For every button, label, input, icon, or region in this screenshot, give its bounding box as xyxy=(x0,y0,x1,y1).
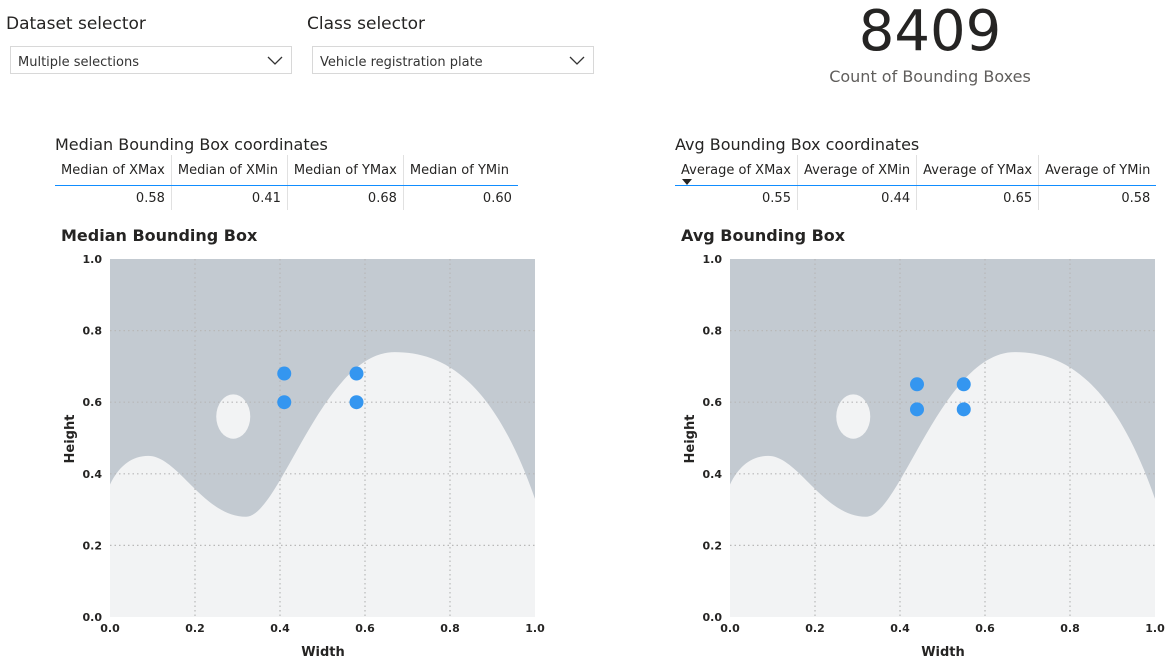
x-tick-label: 0.6 xyxy=(975,622,995,635)
data-point[interactable] xyxy=(349,366,364,381)
avg-ymax-header[interactable]: Average of YMax xyxy=(916,155,1039,186)
avg-chart-title: Avg Bounding Box xyxy=(681,226,846,245)
median-xmax-header[interactable]: Median of XMax xyxy=(55,155,172,186)
bounding-box-count-value: 8409 xyxy=(858,0,1002,64)
x-axis-label: Width xyxy=(301,645,345,660)
avg-xmax-header-label: Average of XMax xyxy=(681,162,791,178)
data-point[interactable] xyxy=(910,402,924,417)
chevron-down-icon xyxy=(569,56,585,65)
class-selector-dropdown[interactable]: Vehicle registration plate xyxy=(312,46,594,74)
avg-xmin-header[interactable]: Average of XMin xyxy=(796,155,917,186)
median-chart-title: Median Bounding Box xyxy=(61,226,258,245)
x-tick-label: 0.2 xyxy=(185,622,205,635)
y-tick-label: 0.6 xyxy=(83,396,103,409)
x-tick-label: 1.0 xyxy=(525,622,545,635)
avg-xmax-value: 0.55 xyxy=(762,190,791,206)
data-point[interactable] xyxy=(277,366,292,381)
y-tick-label: 0.0 xyxy=(83,611,103,624)
x-tick-label: 1.0 xyxy=(1145,622,1165,635)
avg-ymin-value: 0.58 xyxy=(1038,185,1157,210)
avg-ymin-header[interactable]: Average of YMin xyxy=(1038,155,1157,186)
y-tick-label: 0.6 xyxy=(703,396,723,409)
class-selector-title: Class selector xyxy=(307,14,426,34)
avg-coordinates-table: Average of XMax Average of XMin Average … xyxy=(675,155,1157,210)
dataset-selector-title: Dataset selector xyxy=(6,14,146,34)
avg-ymax-value: 0.65 xyxy=(916,185,1039,210)
y-tick-label: 0.8 xyxy=(83,325,103,338)
table-header-row: Average of XMax Average of XMin Average … xyxy=(675,155,1157,186)
x-tick-label: 0.4 xyxy=(890,622,910,635)
avg-xmin-value: 0.44 xyxy=(796,185,917,210)
data-point[interactable] xyxy=(956,402,971,417)
y-tick-label: 0.2 xyxy=(703,539,723,552)
median-xmin-value: 0.41 xyxy=(170,185,288,210)
dataset-selector-value: Multiple selections xyxy=(18,55,139,70)
y-tick-label: 0.2 xyxy=(83,539,103,552)
bounding-box-count-label: Count of Bounding Boxes xyxy=(829,67,1031,86)
table-row: 0.55 0.44 0.65 0.58 xyxy=(675,185,1157,210)
y-axis-label: Height xyxy=(63,415,78,464)
table-header-row: Median of XMax Median of XMin Median of … xyxy=(55,155,518,186)
median-xmin-header[interactable]: Median of XMin xyxy=(170,155,288,186)
class-selector-value: Vehicle registration plate xyxy=(320,55,483,70)
background-image-shape xyxy=(216,394,251,439)
x-tick-label: 0.6 xyxy=(355,622,375,635)
background-image-shape xyxy=(836,394,871,439)
x-axis-label: Width xyxy=(921,645,965,660)
avg-table-title: Avg Bounding Box coordinates xyxy=(675,135,920,154)
y-tick-label: 1.0 xyxy=(83,253,103,266)
avg-xmax-header[interactable]: Average of XMax xyxy=(675,155,798,186)
median-table-title: Median Bounding Box coordinates xyxy=(55,135,328,154)
y-axis-label: Height xyxy=(683,415,698,464)
median-ymin-value: 0.60 xyxy=(402,185,518,210)
median-ymin-header[interactable]: Median of YMin xyxy=(402,155,518,186)
x-tick-label: 0.8 xyxy=(1060,622,1080,635)
x-tick-label: 0.0 xyxy=(100,622,120,635)
dataset-selector-dropdown[interactable]: Multiple selections xyxy=(10,46,292,74)
data-point[interactable] xyxy=(910,377,924,392)
data-point[interactable] xyxy=(277,395,292,410)
y-tick-label: 0.0 xyxy=(703,611,723,624)
y-tick-label: 1.0 xyxy=(703,253,723,266)
sort-descending-icon xyxy=(682,179,692,185)
median-xmax-value: 0.58 xyxy=(135,190,165,206)
x-tick-label: 0.4 xyxy=(270,622,290,635)
y-tick-label: 0.8 xyxy=(703,325,723,338)
y-tick-label: 0.4 xyxy=(703,468,723,481)
table-row: 0.58 0.41 0.68 0.60 xyxy=(55,185,518,210)
x-tick-label: 0.8 xyxy=(440,622,460,635)
x-tick-label: 0.2 xyxy=(805,622,825,635)
avg-bounding-box-chart: Avg Bounding Box 0.0 0.2 0.4 0.6 0.8 1.0 0.0 0… xyxy=(681,226,1165,660)
background-image-shape xyxy=(730,259,1155,517)
chevron-down-icon xyxy=(267,56,283,65)
data-point[interactable] xyxy=(349,395,364,410)
median-bounding-box-chart: Median Bounding Box 0.0 0.2 0.4 0.6 0.8 1.0 0… xyxy=(61,226,545,660)
x-tick-label: 0.0 xyxy=(720,622,740,635)
median-ymax-header[interactable]: Median of YMax xyxy=(286,155,404,186)
data-point[interactable] xyxy=(956,377,971,392)
background-image-shape xyxy=(110,259,535,517)
median-coordinates-table: Median of XMax Median of XMin Median of … xyxy=(55,155,518,210)
median-ymax-value: 0.68 xyxy=(286,185,404,210)
y-tick-label: 0.4 xyxy=(83,468,103,481)
